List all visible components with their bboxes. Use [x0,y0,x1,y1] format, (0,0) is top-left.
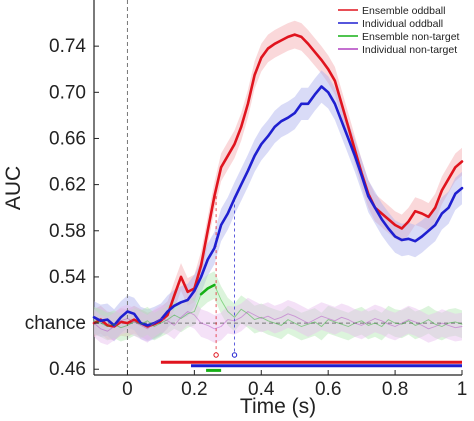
x-tick-label-0: 0 [122,379,133,400]
x-tick-label-5: 1 [457,379,468,400]
error-bands [94,20,462,345]
y-tick-label-7: 0.74 [49,36,86,57]
error-band-2 [94,271,462,342]
legend-label-1: Individual oddball [362,18,443,30]
error-band-0 [94,20,462,341]
series-highlight-2 [199,283,216,296]
y-tick-label-6: 0.70 [49,82,86,103]
y-tick-label-2: 0.54 [49,267,86,288]
series-line-1 [92,85,464,327]
series-line-0 [92,33,464,328]
x-tick-label-1: 0.2 [181,379,207,400]
error-band-3 [94,297,462,345]
significance-bars [160,360,462,372]
series-lines [92,33,464,332]
y-tick-label-4: 0.62 [49,175,86,196]
legend-label-2: Ensemble non-target [362,31,460,43]
reference-lines [94,0,462,375]
series-line-3 [93,311,463,332]
y-tick-label-1: chance [25,313,86,334]
y-tick-label-5: 0.66 [49,128,86,149]
x-tick-label-4: 0.8 [382,379,408,400]
y-tick-label-0: 0.46 [49,359,86,380]
latency-marker-dot-1 [231,352,238,358]
error-band-1 [94,70,462,342]
series-line-2 [93,284,463,329]
legend-label-0: Ensemble oddball [362,5,445,17]
x-axis-ticks: 0 0.2 0.4 0.6 0.8 1 [122,370,467,400]
plot-frame [93,0,462,376]
x-tick-label-2: 0.4 [248,379,275,400]
legend-label-3: Individual non-target [362,44,457,56]
x-axis-label: Time (s) [240,395,316,418]
y-axis-ticks: 0.46 chance 0.54 0.58 0.62 0.66 0.70 0.74 [25,36,99,380]
y-tick-label-3: 0.58 [49,221,86,242]
y-axis-label: AUC [2,166,25,210]
latency-marker-dot-0 [213,352,219,358]
x-tick-label-3: 0.6 [315,379,341,400]
